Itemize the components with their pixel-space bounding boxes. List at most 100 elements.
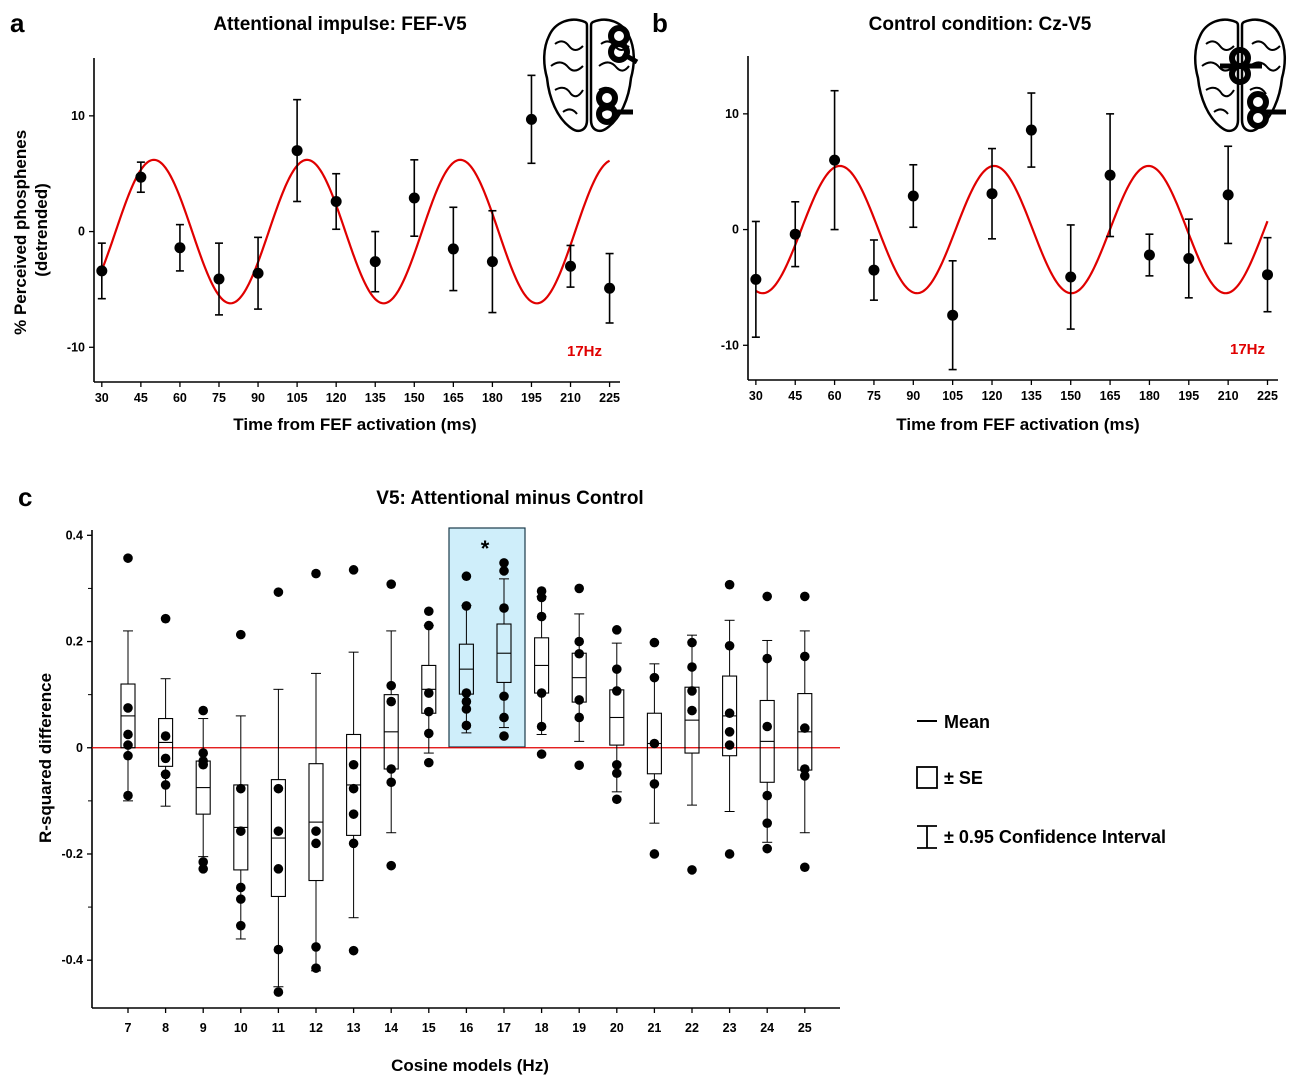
participant-point	[461, 601, 472, 611]
x-tick-label: 18	[535, 1021, 549, 1035]
participant-point	[123, 729, 133, 740]
participant-point	[687, 705, 697, 716]
participant-point	[348, 565, 359, 575]
x-tick-label: 195	[521, 391, 542, 405]
participant-point	[499, 566, 509, 576]
legend-se-label: ± SE	[944, 768, 983, 788]
participant-point	[424, 706, 434, 717]
panel-b-x-ticks: 30 45 60 75 90 105 120 135 150 165 180 195 210 225	[749, 380, 1278, 403]
panel-c-y-ticks: -0.4 -0.2 0 0.2 0.4	[61, 528, 92, 967]
data-point	[135, 171, 147, 183]
participant-point	[536, 688, 547, 698]
participant-point	[311, 942, 321, 952]
participant-point	[687, 686, 697, 696]
x-tick-label: 195	[1178, 389, 1199, 403]
participant-point	[800, 771, 810, 781]
data-point	[1183, 253, 1195, 264]
y-tick-label: 0	[76, 741, 83, 755]
x-tick-label: 30	[95, 391, 109, 405]
x-tick-label: 23	[723, 1021, 737, 1035]
participant-point	[160, 780, 171, 790]
data-point	[604, 282, 616, 294]
participant-point	[649, 637, 660, 648]
x-tick-label: 10	[234, 1021, 248, 1035]
participant-point	[160, 769, 171, 780]
panel-a-y-axis-label-line1: % Perceived phosphenes	[11, 130, 30, 335]
x-tick-label: 105	[287, 391, 308, 405]
participant-point	[612, 625, 622, 635]
y-tick-label: 0	[78, 225, 85, 239]
x-tick-label: 150	[404, 391, 425, 405]
participant-point	[198, 857, 208, 867]
x-tick-label: 75	[212, 391, 226, 405]
participant-point	[574, 760, 584, 771]
x-tick-label: 210	[560, 391, 581, 405]
data-point	[330, 195, 342, 207]
participant-point	[649, 738, 660, 749]
x-tick-label: 225	[599, 391, 620, 405]
panel-b-y-ticks: -10 0 10	[721, 107, 748, 352]
x-tick-label: 8	[162, 1021, 169, 1035]
participant-point	[348, 838, 359, 849]
participant-point	[123, 703, 133, 713]
x-tick-label: 210	[1218, 389, 1239, 403]
data-point	[1025, 124, 1037, 136]
participant-point	[273, 826, 284, 836]
y-tick-label: -10	[721, 338, 739, 352]
x-tick-label: 90	[906, 389, 920, 403]
participant-point	[348, 783, 359, 794]
participant-point	[724, 579, 735, 590]
participant-point	[461, 571, 472, 582]
panel-b-x-axis-label: Time from FEF activation (ms)	[896, 415, 1139, 434]
legend-ci-symbol	[917, 825, 937, 849]
participant-point	[273, 864, 284, 874]
participant-point	[123, 750, 133, 761]
participant-point	[273, 783, 284, 794]
panel-b-axes	[747, 56, 1278, 381]
participant-point	[762, 653, 772, 664]
participant-point	[536, 749, 547, 759]
participant-point	[612, 686, 622, 696]
participant-point	[612, 759, 622, 770]
participant-point	[687, 637, 697, 648]
panel-a-x-axis-label: Time from FEF activation (ms)	[233, 415, 476, 434]
participant-point	[687, 662, 697, 672]
participant-point	[424, 688, 434, 698]
panel-a-title: Attentional impulse: FEF-V5	[213, 14, 467, 35]
x-tick-label: 225	[1257, 389, 1278, 403]
participant-point	[461, 696, 472, 707]
participant-point	[424, 606, 434, 617]
panel-a-y-ticks: -10 0 10	[67, 109, 94, 354]
x-tick-label: 16	[459, 1021, 473, 1035]
participant-point	[612, 794, 622, 805]
panel-a-fit-label: 17Hz	[567, 343, 602, 360]
participant-point	[236, 783, 246, 794]
participant-point	[800, 723, 810, 733]
x-tick-label: 17	[497, 1021, 511, 1035]
panel-c: c V5: Attentional minus Control * -0.4-0…	[18, 482, 840, 1075]
x-tick-label: 165	[1100, 389, 1121, 403]
panel-b-fit-label: 17Hz	[1230, 341, 1265, 358]
participant-point	[762, 721, 772, 732]
x-tick-label: 75	[867, 389, 881, 403]
x-tick-label: 90	[251, 391, 265, 405]
data-point	[829, 154, 841, 166]
panel-a-fit-curve	[100, 158, 611, 305]
participant-point	[762, 591, 772, 602]
panel-a-letter: a	[10, 8, 25, 38]
y-tick-label: 0.2	[66, 635, 83, 649]
participant-point	[461, 688, 472, 698]
x-tick-label: 180	[482, 391, 503, 405]
data-point	[986, 188, 998, 200]
participant-point	[461, 720, 472, 731]
y-tick-label: 0	[732, 223, 739, 237]
participant-point	[386, 579, 397, 589]
data-point	[486, 256, 498, 268]
data-point	[947, 309, 959, 321]
data-point	[789, 228, 801, 240]
x-tick-label: 150	[1060, 389, 1081, 403]
participant-point	[198, 759, 208, 770]
data-point	[1104, 169, 1116, 181]
data-point	[907, 190, 919, 202]
